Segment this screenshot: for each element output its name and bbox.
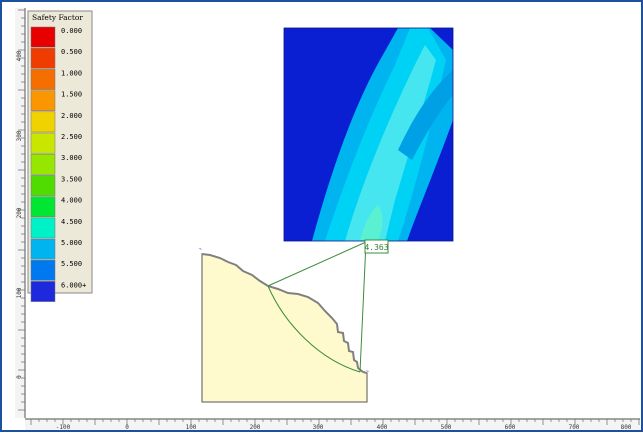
legend-swatch: [30, 26, 56, 48]
legend-swatch: [30, 153, 56, 175]
legend-label: 2.500: [61, 133, 82, 141]
x-tick-label: 400: [377, 424, 388, 431]
legend-label: 1.000: [61, 69, 82, 77]
legend-label: 4.000: [61, 197, 82, 205]
legend-label: 3.500: [61, 175, 82, 183]
legend-label: 2.000: [61, 112, 82, 120]
legend-label: 3.000: [61, 154, 82, 162]
slip-arc: [267, 285, 361, 373]
y-tick-label: 200: [16, 207, 23, 218]
critical-slip-surface[interactable]: 4.363: [267, 239, 389, 373]
safety-factor-legend[interactable]: Safety Factor 0.000 0.500 1.000 1.500 2.000 2…: [27, 10, 93, 302]
contour-band-5-5: [398, 70, 453, 160]
slip-radius-right: [359, 241, 367, 373]
x-tick-label: 0: [125, 424, 129, 431]
contour-band-4: [345, 45, 436, 241]
vertex-marker: ↖: [199, 246, 202, 252]
legend-swatch: [30, 238, 56, 260]
y-tick-label: 400: [16, 50, 23, 61]
legend-swatch: [30, 69, 56, 90]
vertex-marker: ↘: [366, 368, 369, 374]
legend-swatch: [30, 47, 56, 69]
legend-label: 0.500: [61, 48, 82, 56]
legend-label: 4.500: [61, 218, 82, 226]
contour-min-zone: [360, 205, 383, 240]
x-tick-label: 700: [569, 424, 580, 431]
legend-swatch: [30, 111, 56, 133]
x-tick-label: 100: [186, 424, 197, 431]
legend-label: 5.500: [61, 260, 82, 268]
legend-label: 6.000+: [61, 281, 86, 289]
x-tick-label: 500: [441, 424, 452, 431]
x-tick-label: 300: [313, 424, 324, 431]
y-tick-label: 300: [16, 130, 23, 141]
x-tick-label: 200: [250, 424, 261, 431]
legend-swatch: [30, 175, 56, 196]
safety-factor-grid[interactable]: [283, 27, 454, 242]
slope-surface-line: [201, 253, 368, 374]
soil-region: [201, 253, 368, 403]
legend-swatch: [30, 281, 56, 302]
legend-label: 1.500: [61, 91, 82, 99]
legend-label: 0.000: [61, 27, 82, 35]
legend-swatch: [30, 132, 56, 154]
vertical-ruler: 0 100 200 300 400: [15, 8, 26, 418]
legend-swatch: [30, 259, 56, 281]
y-tick-label: 0: [16, 375, 23, 379]
x-tick-label: 800: [621, 424, 632, 431]
legend-swatch: [30, 196, 56, 218]
legend-swatch: [30, 90, 56, 112]
legend-label: 5.000: [61, 239, 82, 247]
legend-swatch: [30, 217, 56, 239]
x-tick-label: -100: [56, 424, 71, 431]
x-tick-label: 600: [505, 424, 516, 431]
horizontal-ruler: -100 0 100 200 300 400 500 600 700 800: [25, 418, 640, 431]
legend-title: Safety Factor: [32, 13, 83, 22]
safety-factor-label: 4.363: [364, 243, 388, 252]
safety-factor-label-box: [364, 239, 389, 254]
slope-geometry[interactable]: ↖ ↘: [199, 246, 369, 403]
y-tick-label: 100: [16, 287, 23, 298]
slip-radius-left: [267, 241, 367, 287]
